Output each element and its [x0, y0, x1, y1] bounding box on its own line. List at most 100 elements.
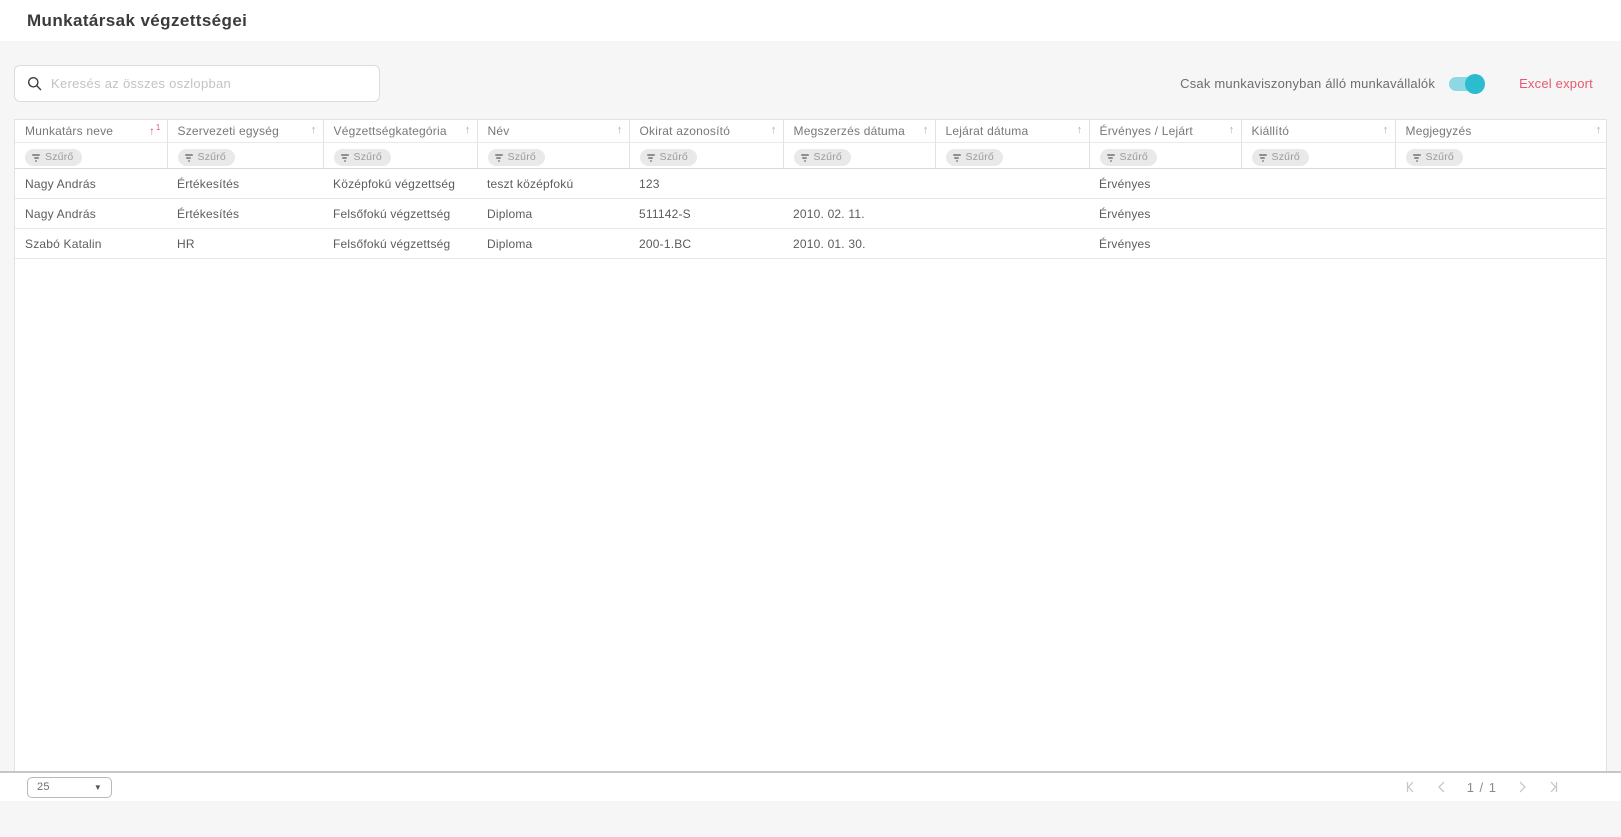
page-title: Munkatársak végzettségei [27, 10, 248, 30]
search-icon [28, 77, 42, 91]
filter-label: Szűrő [197, 151, 226, 164]
cell [1241, 198, 1395, 230]
cell: Középfokú végzettség [323, 168, 477, 200]
sort-arrow-icon[interactable]: ↑ [1228, 124, 1235, 137]
cell [935, 228, 1089, 260]
column-label: Megjegyzés [1405, 123, 1472, 138]
cell [935, 168, 1089, 200]
column-header--rv-nyes-lej-rt[interactable]: Érvényes / Lejárt ↑ [1089, 120, 1242, 143]
sort-arrow-icon[interactable]: ↑ [922, 124, 929, 137]
column-label: Kiállító [1251, 123, 1290, 138]
next-page-icon[interactable] [1519, 781, 1527, 793]
toggle-knob [1465, 73, 1486, 94]
column-header-megjegyz-s[interactable]: Megjegyzés ↑ [1395, 120, 1606, 143]
footer-divider [0, 771, 1621, 773]
filter-label: Szűrő [1425, 151, 1454, 164]
table-row[interactable]: Szabó Katalin HR Felsőfokú végzettség Diplo… [15, 228, 1606, 260]
column-header-ki-ll-t-[interactable]: Kiállító ↑ [1241, 120, 1396, 143]
table-row[interactable]: Nagy András Értékesítés Középfokú végzetts… [15, 168, 1606, 200]
filter-button[interactable]: Szűrő [1099, 149, 1157, 167]
column-header-n-v[interactable]: Név ↑ [477, 120, 630, 143]
filter-row: Szűrő Szűrő Szűrő Szűrő Szűrő Szűrő Szűrő Szűrő… [15, 142, 1606, 170]
cell: Érvényes [1089, 168, 1241, 200]
page-size-select[interactable]: 25 ▼ [27, 776, 112, 798]
header-row: Munkatárs neve ↑1 Szervezeti egység ↑ Végzet… [15, 120, 1606, 143]
filter-button[interactable]: Szűrő [177, 149, 235, 167]
filter-button[interactable]: Szűrő [1405, 149, 1463, 167]
cell: 2010. 01. 30. [783, 228, 935, 260]
employment-toggle-label: Csak munkaviszonyban álló munkavállalók [1180, 76, 1436, 91]
column-label: Munkatárs neve [25, 123, 114, 138]
sort-arrow-icon[interactable]: ↑1 [149, 122, 161, 138]
filter-button[interactable]: Szűrő [793, 149, 851, 167]
column-header-lej-rat-d-tuma[interactable]: Lejárat dátuma ↑ [935, 120, 1090, 143]
cell: 123 [629, 168, 783, 200]
cell: Diploma [477, 198, 629, 230]
cell [783, 168, 935, 200]
cell: HR [167, 228, 323, 260]
filter-button[interactable]: Szűrő [487, 149, 545, 167]
column-header-v-gzetts-gkateg-ria[interactable]: Végzettségkategória ↑ [323, 120, 478, 143]
column-label: Név [487, 123, 510, 138]
filter-funnel-icon [1106, 154, 1115, 162]
toolbar: Csak munkaviszonyban álló munkavállalók … [0, 41, 1621, 119]
filter-cell: Szűrő [15, 142, 168, 170]
cell [1395, 198, 1606, 230]
filter-button[interactable]: Szűrő [1251, 149, 1309, 167]
filter-cell: Szűrő [1089, 142, 1242, 170]
column-header-okirat-azonos-t-[interactable]: Okirat azonosító ↑ [629, 120, 784, 143]
filter-button[interactable]: Szűrő [25, 149, 83, 167]
column-header-munkat-rs-neve[interactable]: Munkatárs neve ↑1 [15, 120, 168, 143]
table-row[interactable]: Nagy András Értékesítés Felsőfokú végzetts… [15, 198, 1606, 230]
column-label: Végzettségkategória [333, 123, 447, 138]
filter-button[interactable]: Szűrő [639, 149, 697, 167]
sort-arrow-icon[interactable]: ↑ [310, 124, 317, 137]
cell: Szabó Katalin [15, 228, 167, 260]
filter-button[interactable]: Szűrő [333, 149, 391, 167]
column-header-szervezeti-egys-g[interactable]: Szervezeti egység ↑ [167, 120, 324, 143]
sort-arrow-icon[interactable]: ↑ [1595, 124, 1602, 137]
last-page-icon[interactable] [1549, 781, 1561, 793]
sort-arrow-icon[interactable]: ↑ [1076, 124, 1083, 137]
filter-cell: Szűrő [935, 142, 1090, 170]
employment-toggle[interactable] [1449, 73, 1486, 94]
sort-arrow-icon[interactable]: ↑ [770, 124, 777, 137]
cell [1241, 168, 1395, 200]
column-label: Okirat azonosító [639, 123, 731, 138]
cell [1395, 168, 1606, 200]
filter-label: Szűrő [1271, 151, 1300, 164]
sort-arrow-icon[interactable]: ↑ [464, 124, 471, 137]
cell: Érvényes [1089, 228, 1241, 260]
cell: 2010. 02. 11. [783, 198, 935, 230]
previous-page-icon[interactable] [1437, 781, 1445, 793]
pager: 1 / 1 [1403, 780, 1561, 795]
column-label: Érvényes / Lejárt [1099, 123, 1193, 138]
first-page-icon[interactable] [1403, 781, 1415, 793]
cell: Felsőfokú végzettség [323, 228, 477, 260]
cell [1395, 228, 1606, 260]
column-label: Lejárat dátuma [945, 123, 1029, 138]
cell: Érvényes [1089, 198, 1241, 230]
search-input[interactable] [51, 76, 367, 91]
filter-funnel-icon [494, 154, 503, 162]
filter-cell: Szűrő [323, 142, 478, 170]
pagination-bar: 25 ▼ 1 / 1 [0, 773, 1621, 801]
search-box[interactable] [14, 65, 380, 102]
cell: Nagy András [15, 168, 167, 200]
excel-export-link[interactable]: Excel export [1519, 76, 1593, 91]
filter-label: Szűrő [507, 151, 536, 164]
column-header-megszerz-s-d-tuma[interactable]: Megszerzés dátuma ↑ [783, 120, 936, 143]
page-indicator: 1 / 1 [1466, 779, 1497, 795]
filter-funnel-icon [1258, 154, 1267, 162]
filter-cell: Szűrő [629, 142, 784, 170]
filter-button[interactable]: Szűrő [945, 149, 1003, 167]
sort-arrow-icon[interactable]: ↑ [616, 124, 623, 137]
cell: Nagy András [15, 198, 167, 230]
filter-cell: Szűrő [1241, 142, 1396, 170]
sort-arrow-icon[interactable]: ↑ [1382, 124, 1389, 137]
cell [935, 198, 1089, 230]
cell [1241, 228, 1395, 260]
filter-label: Szűrő [965, 151, 994, 164]
chevron-down-icon: ▼ [93, 782, 102, 792]
filter-label: Szűrő [659, 151, 688, 164]
